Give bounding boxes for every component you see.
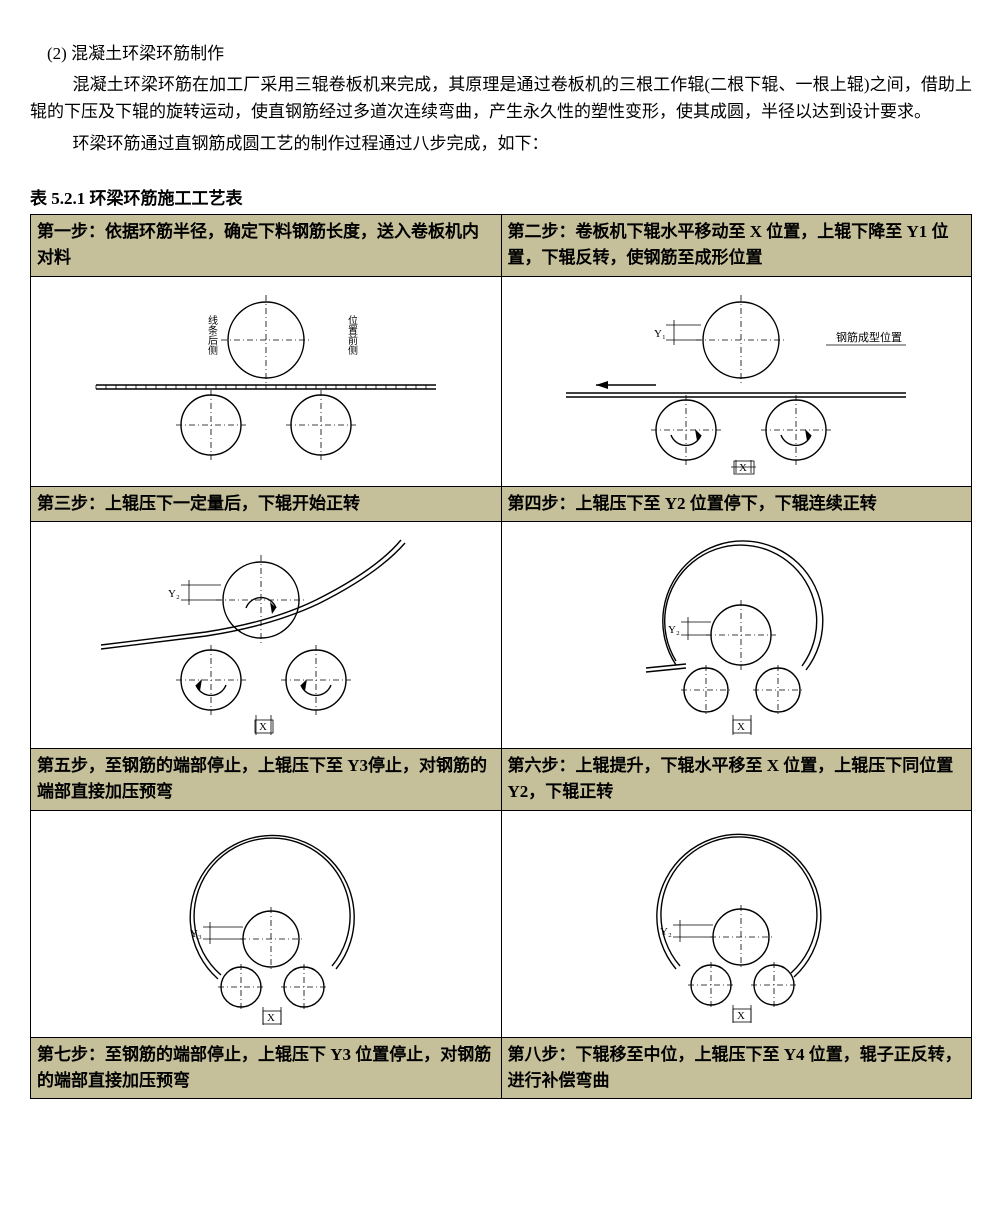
- step-header: 第七步：至钢筋的端部停止，上辊压下 Y3 位置停止，对钢筋的端部直接加压预弯: [31, 1037, 502, 1099]
- table-row: 第七步：至钢筋的端部停止，上辊压下 Y3 位置停止，对钢筋的端部直接加压预弯 第…: [31, 1037, 972, 1099]
- step-header: 第二步：卷板机下辊水平移动至 X 位置，上辊下降至 Y1 位置，下辊反转，使钢筋…: [501, 214, 972, 276]
- y2-label: Y₂: [668, 624, 680, 636]
- paragraph-2: 环梁环筋通过直钢筋成圆工艺的制作过程通过八步完成，如下：: [30, 130, 972, 157]
- table-row: 线条后侧 位置前侧 Y₁ 钢筋成型位置: [31, 276, 972, 486]
- table-title: 表 5.2.1 环梁环筋施工工艺表: [30, 185, 972, 212]
- form-pos-label: 钢筋成型位置: [836, 330, 902, 344]
- step-header: 第四步：上辊压下至 Y2 位置停下，下辊连续正转: [501, 486, 972, 521]
- diagram-step4: Y₂ X: [501, 521, 972, 748]
- diagram-step2: Y₁ 钢筋成型位置 X: [501, 276, 972, 486]
- diagram-step1: 线条后侧 位置前侧: [31, 276, 502, 486]
- y1-label: Y₁: [654, 328, 666, 340]
- diagram-step3: Y₂ X: [31, 521, 502, 748]
- diagram-label: 线条后侧: [205, 313, 217, 355]
- y2-label: Y₂: [168, 588, 180, 600]
- x-label: X: [737, 721, 745, 733]
- x-label: X: [267, 1012, 275, 1024]
- step-header: 第五步，至钢筋的端部停止，上辊压下至 Y3停止，对钢筋的端部直接加压预弯: [31, 748, 502, 810]
- section-num: (2): [47, 44, 67, 63]
- x-label: X: [737, 1010, 745, 1022]
- table-row: 第五步，至钢筋的端部停止，上辊压下至 Y3停止，对钢筋的端部直接加压预弯 第六步…: [31, 748, 972, 810]
- table-row: 第一步：依据环筋半径，确定下料钢筋长度，送入卷板机内对料 第二步：卷板机下辊水平…: [31, 214, 972, 276]
- table-row: Y₂ X: [31, 521, 972, 748]
- diagram-label: 位置前侧: [345, 313, 357, 355]
- section-heading: (2) 混凝土环梁环筋制作: [30, 40, 972, 67]
- step-header: 第八步：下辊移至中位，上辊压下至 Y4 位置，辊子正反转，进行补偿弯曲: [501, 1037, 972, 1099]
- y3-label: Y₃: [190, 928, 202, 940]
- x-label: X: [259, 721, 267, 733]
- process-table: 第一步：依据环筋半径，确定下料钢筋长度，送入卷板机内对料 第二步：卷板机下辊水平…: [30, 214, 972, 1099]
- step-header: 第六步：上辊提升，下辊水平移至 X 位置，上辊压下同位置 Y2，下辊正转: [501, 748, 972, 810]
- paragraph-1: 混凝土环梁环筋在加工厂采用三辊卷板机来完成，其原理是通过卷板机的三根工作辊(二根…: [30, 71, 972, 125]
- diagram-step6: Y₂ X: [501, 810, 972, 1037]
- table-row: Y₃ X: [31, 810, 972, 1037]
- step-header: 第一步：依据环筋半径，确定下料钢筋长度，送入卷板机内对料: [31, 214, 502, 276]
- x-label: X: [739, 462, 747, 474]
- section-title-text: 混凝土环梁环筋制作: [71, 44, 224, 63]
- step-header: 第三步：上辊压下一定量后，下辊开始正转: [31, 486, 502, 521]
- diagram-step5: Y₃ X: [31, 810, 502, 1037]
- y2-label: Y₂: [660, 926, 672, 938]
- table-row: 第三步：上辊压下一定量后，下辊开始正转 第四步：上辊压下至 Y2 位置停下，下辊…: [31, 486, 972, 521]
